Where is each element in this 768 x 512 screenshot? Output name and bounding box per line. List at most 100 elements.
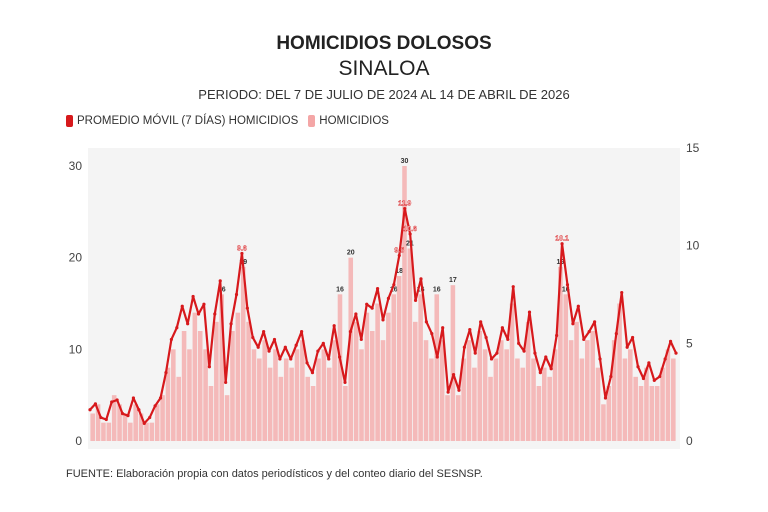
moving-average-point	[148, 415, 152, 420]
homicides-bar	[531, 358, 536, 441]
homicides-data-label: 20	[347, 250, 355, 257]
homicides-bar	[429, 358, 434, 441]
moving-average-data-label: 11.9	[398, 201, 411, 208]
moving-average-point	[272, 337, 277, 342]
moving-average-point	[267, 349, 271, 353]
moving-average-point	[408, 232, 412, 236]
homicides-bar	[396, 276, 402, 441]
homicides-bar	[611, 340, 617, 441]
homicides-bar	[230, 331, 235, 441]
moving-average-point	[500, 326, 504, 330]
homicides-bar	[144, 422, 149, 441]
homicides-bar	[574, 321, 579, 441]
moving-average-data-label: 9.5	[394, 247, 404, 254]
moving-average-point	[441, 326, 445, 330]
moving-average-point	[310, 371, 315, 375]
moving-average-point	[462, 345, 466, 349]
legend-label-moving-average: PROMEDIO MÓVIL (7 DÍAS) HOMICIDIOS	[77, 115, 299, 127]
chart-subtitle: SINALOA	[338, 57, 430, 80]
moving-average-point	[224, 380, 228, 384]
moving-average-point	[99, 415, 103, 420]
left-axis-tick: 30	[69, 159, 83, 173]
homicides-bar	[305, 376, 311, 441]
moving-average-point	[468, 328, 472, 332]
moving-average-point	[446, 390, 450, 394]
moving-average-data-label: 10.6	[403, 226, 417, 233]
homicides-bar	[380, 340, 386, 441]
moving-average-point	[202, 302, 206, 306]
homicides-bar	[149, 422, 155, 441]
moving-average-data-label: 10.1	[555, 236, 569, 243]
homicides-bar	[649, 386, 655, 441]
moving-average-point	[506, 337, 510, 342]
homicides-bar	[434, 294, 440, 441]
left-axis-tick: 0	[75, 434, 82, 448]
homicides-bar	[359, 349, 364, 441]
homicides-bar	[407, 248, 413, 441]
homicides-bar	[386, 312, 391, 441]
moving-average-point	[375, 287, 380, 291]
moving-average-point	[337, 355, 342, 359]
moving-average-point	[674, 351, 678, 355]
homicides-bar	[240, 266, 246, 441]
moving-average-point	[120, 412, 125, 416]
moving-average-point	[658, 374, 662, 379]
homicides-bar	[504, 349, 509, 441]
homicides-bar	[251, 349, 257, 441]
moving-average-data-label: 9.6	[237, 245, 247, 252]
moving-average-point	[544, 355, 548, 359]
homicides-bar	[343, 386, 348, 441]
homicides-data-label: 16	[336, 286, 344, 293]
moving-average-point	[386, 296, 391, 301]
moving-average-point	[207, 365, 211, 369]
moving-average-point	[435, 355, 439, 359]
right-axis-tick: 0	[686, 434, 693, 448]
homicides-bar	[547, 376, 552, 441]
legend-label-homicides: HOMICIDIOS	[319, 115, 389, 127]
homicides-bar	[181, 331, 187, 441]
moving-average-point	[283, 345, 287, 349]
moving-average-point	[115, 398, 119, 402]
moving-average-point	[213, 312, 217, 316]
moving-average-point	[565, 283, 570, 287]
homicides-bar	[219, 294, 225, 441]
moving-average-point	[598, 357, 602, 361]
homicides-bar	[671, 358, 676, 441]
homicides-bar	[316, 358, 321, 441]
homicides-data-label: 16	[433, 286, 441, 293]
homicides-bar	[585, 340, 590, 441]
legend-swatch-moving-average	[66, 115, 73, 127]
moving-average-point	[218, 279, 222, 283]
moving-average-point	[93, 402, 98, 406]
moving-average-point	[229, 322, 233, 326]
homicides-bar	[488, 376, 493, 441]
homicides-bar	[552, 349, 558, 441]
moving-average-point	[614, 331, 618, 336]
moving-average-point	[300, 330, 304, 334]
right-axis-tick: 15	[686, 141, 700, 155]
homicides-bar	[455, 395, 461, 441]
moving-average-point	[321, 341, 325, 345]
moving-average-point	[169, 337, 173, 342]
moving-average-point	[593, 320, 597, 324]
moving-average-point	[641, 376, 646, 381]
moving-average-point	[576, 304, 580, 308]
moving-average-point	[110, 400, 114, 404]
homicides-bar	[337, 294, 343, 441]
moving-average-point	[668, 339, 673, 343]
moving-average-point	[332, 324, 336, 328]
homicides-bar	[321, 349, 327, 441]
homicides-bar	[176, 376, 181, 441]
moving-average-point	[278, 357, 282, 361]
moving-average-point	[126, 414, 130, 418]
homicides-bar	[187, 349, 192, 441]
homicides-bar	[300, 340, 305, 441]
homicides-bar	[633, 376, 638, 441]
homicides-bar	[590, 331, 595, 441]
source-note: FUENTE: Elaboración propia con datos per…	[66, 468, 483, 480]
right-axis-tick: 5	[686, 336, 693, 350]
moving-average-point	[316, 349, 320, 353]
moving-average-point	[587, 330, 591, 334]
moving-average-point	[603, 396, 608, 400]
